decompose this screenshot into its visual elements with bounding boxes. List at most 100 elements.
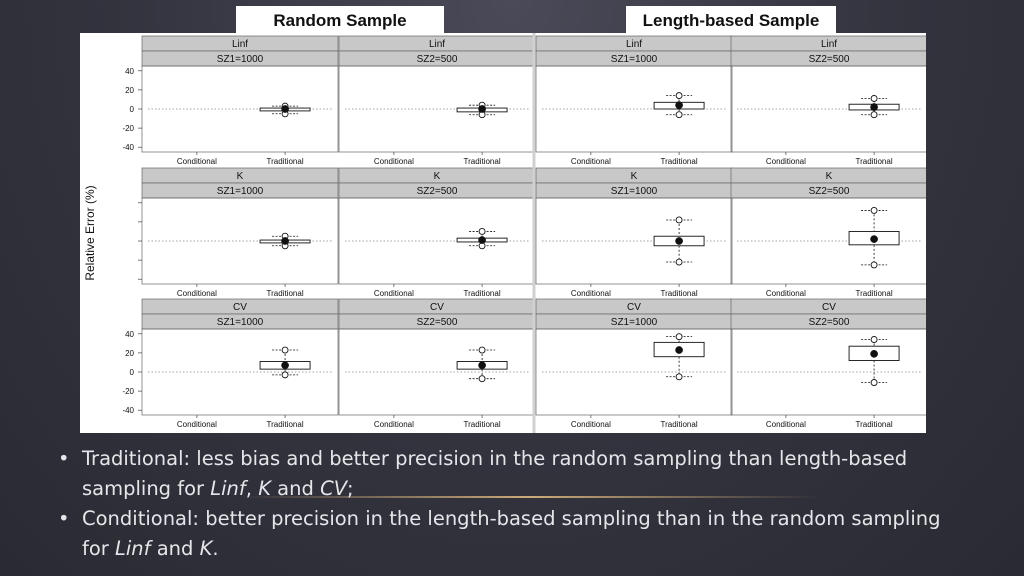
emph-k: K xyxy=(199,537,213,560)
x-tick-label: Conditional xyxy=(177,157,217,166)
panel-frame xyxy=(535,65,733,153)
outlier-low xyxy=(870,379,878,386)
strip-param-label: CV xyxy=(822,302,836,313)
y-axis-label: Relative Error (%) xyxy=(83,185,97,280)
decorative-divider xyxy=(240,496,820,498)
x-tick-label: Traditional xyxy=(661,157,698,166)
outlier-low xyxy=(675,258,683,266)
outlier-high xyxy=(281,346,289,354)
strip-param-label: K xyxy=(826,171,833,182)
bullet-dot: • xyxy=(58,447,70,470)
outlier-low xyxy=(870,111,878,119)
strip-size-label: SZ2=500 xyxy=(809,54,850,65)
outlier-low xyxy=(870,261,878,269)
bullet-sep: and xyxy=(150,537,200,560)
strip-param-label: K xyxy=(631,171,638,182)
strip-param-label: K xyxy=(434,171,441,182)
x-tick-label: Traditional xyxy=(267,289,304,298)
strip-param-label: K xyxy=(237,171,244,182)
boxplot-grid: Relative Error (%) Linf SZ1=1000 Conditiona… xyxy=(83,33,926,433)
strip-size-label: SZ2=500 xyxy=(417,186,458,197)
x-tick-label: Conditional xyxy=(571,157,611,166)
x-tick-label: Conditional xyxy=(374,420,414,429)
x-tick-label: Traditional xyxy=(661,289,698,298)
bullet-text: Traditional: less bias and better precis… xyxy=(82,447,908,500)
bullet-tail: . xyxy=(212,537,219,560)
x-tick-label: Traditional xyxy=(856,289,893,298)
bullet-sep: , xyxy=(245,477,259,500)
strip-size-label: SZ1=1000 xyxy=(611,54,658,65)
median-dot xyxy=(478,236,486,244)
bullet-sep: and xyxy=(270,477,321,500)
x-tick-label: Traditional xyxy=(661,420,698,429)
bullet-list: • Traditional: less bias and better prec… xyxy=(58,444,958,564)
emph-cv: CV xyxy=(320,477,348,500)
x-tick-label: Conditional xyxy=(374,289,414,298)
y-tick-label: 0 xyxy=(130,368,135,377)
bullet-traditional: • Traditional: less bias and better prec… xyxy=(58,444,958,504)
y-tick-label: 40 xyxy=(125,67,134,76)
median-dot xyxy=(478,105,486,113)
median-dot xyxy=(478,361,486,370)
strip-param-label: CV xyxy=(233,302,247,313)
strip-param-label: Linf xyxy=(821,39,837,50)
strip-param-label: CV xyxy=(430,302,444,313)
x-tick-label: Conditional xyxy=(766,157,806,166)
x-tick-label: Traditional xyxy=(464,420,501,429)
outlier-low xyxy=(478,375,486,383)
y-tick-label: 20 xyxy=(125,349,134,358)
median-dot xyxy=(675,346,683,354)
strip-size-label: SZ2=500 xyxy=(417,317,458,328)
median-dot xyxy=(870,349,878,358)
panel-frame xyxy=(730,328,926,416)
x-tick-label: Traditional xyxy=(856,420,893,429)
outlier-high xyxy=(870,95,878,102)
y-tick-label: 20 xyxy=(125,86,134,95)
emph-linf: Linf xyxy=(210,477,246,500)
emph-linf: Linf xyxy=(115,537,151,560)
y-tick-label: -40 xyxy=(122,143,134,152)
median-dot xyxy=(281,361,289,370)
panel-frame xyxy=(730,65,926,153)
y-tick-label: 40 xyxy=(125,330,134,339)
y-tick-label: 0 xyxy=(130,105,135,114)
strip-size-label: SZ2=500 xyxy=(809,186,850,197)
outlier-high xyxy=(675,333,683,341)
strip-size-label: SZ2=500 xyxy=(809,317,850,328)
x-tick-label: Conditional xyxy=(766,289,806,298)
outlier-high xyxy=(675,216,683,224)
outlier-high xyxy=(870,336,878,343)
bullet-dot: • xyxy=(58,507,70,530)
x-tick-label: Conditional xyxy=(571,289,611,298)
strip-size-label: SZ1=1000 xyxy=(611,186,658,197)
y-tick-label: -20 xyxy=(122,124,134,133)
outlier-high xyxy=(478,227,486,235)
x-tick-label: Conditional xyxy=(177,420,217,429)
strip-param-label: Linf xyxy=(429,39,445,50)
x-tick-label: Traditional xyxy=(267,420,304,429)
outlier-high xyxy=(478,346,486,354)
boxplot-figure: Relative Error (%) Linf SZ1=1000 Conditiona… xyxy=(80,33,926,433)
outlier-low xyxy=(281,371,289,379)
emph-k: K xyxy=(258,477,271,500)
median-dot xyxy=(281,105,289,113)
length-sample-title: Length-based Sample xyxy=(626,6,836,36)
y-tick-label: -20 xyxy=(122,387,134,396)
y-tick-label: -40 xyxy=(122,406,134,415)
x-tick-label: Conditional xyxy=(766,420,806,429)
bullet-text: Conditional: better precision in the len… xyxy=(82,507,941,560)
strip-size-label: SZ1=1000 xyxy=(217,54,264,65)
x-tick-label: Traditional xyxy=(464,289,501,298)
median-dot xyxy=(281,237,289,245)
bullet-tail: ; xyxy=(347,477,354,500)
panel-frame xyxy=(535,197,733,285)
x-tick-label: Traditional xyxy=(856,157,893,166)
outlier-low xyxy=(675,111,683,119)
panel-frame xyxy=(730,197,926,285)
x-tick-label: Traditional xyxy=(267,157,304,166)
x-tick-label: Conditional xyxy=(374,157,414,166)
strip-param-label: Linf xyxy=(626,39,642,50)
strip-size-label: SZ1=1000 xyxy=(611,317,658,328)
x-tick-label: Conditional xyxy=(571,420,611,429)
outlier-low xyxy=(675,373,683,381)
